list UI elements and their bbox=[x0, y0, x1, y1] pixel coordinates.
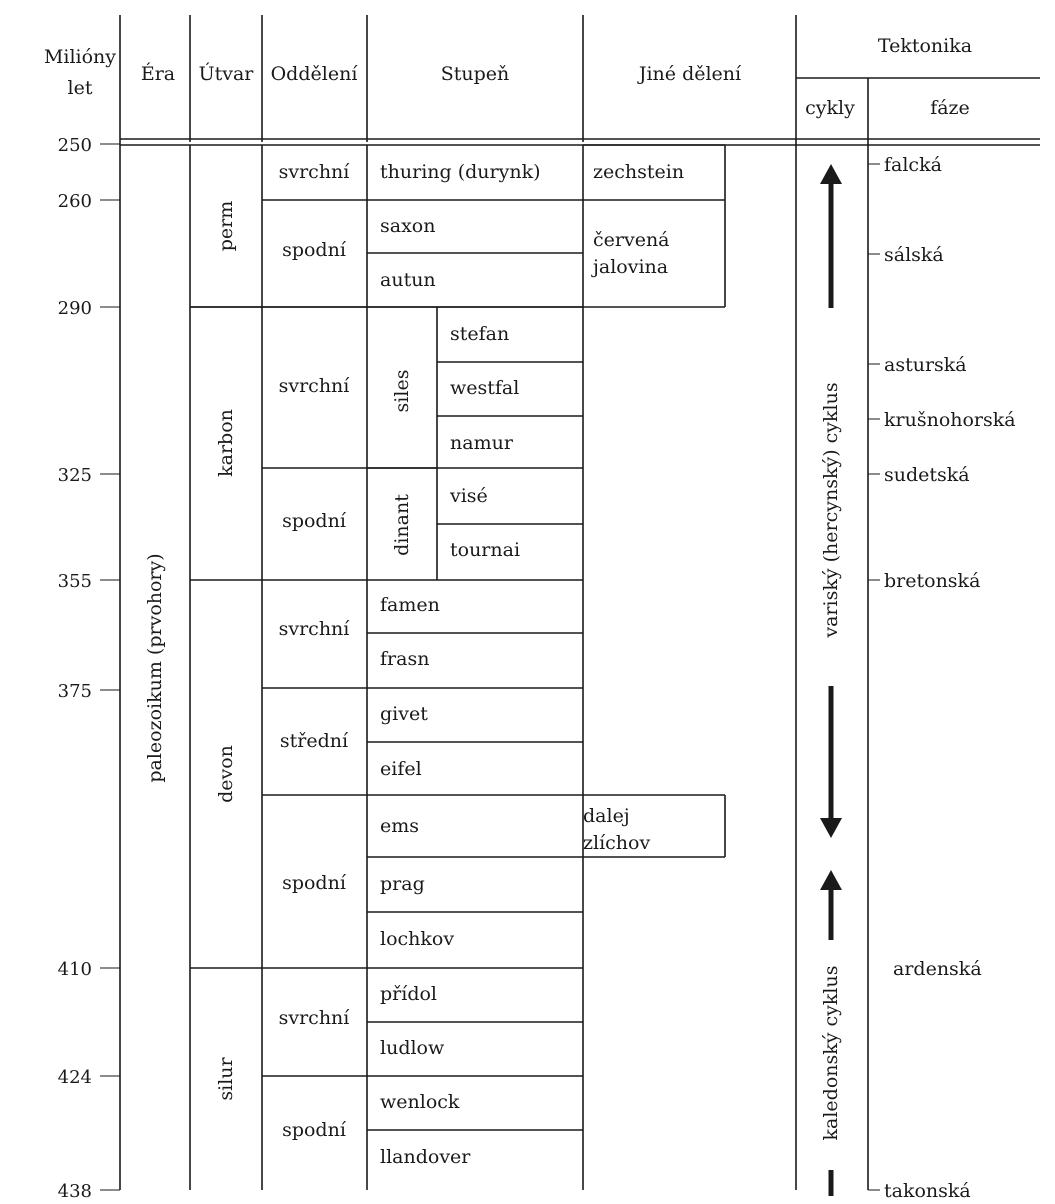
header-let: let bbox=[68, 77, 93, 99]
time-tick-label: 375 bbox=[58, 681, 92, 702]
stupen-label: visé bbox=[449, 485, 488, 507]
time-tick-label: 438 bbox=[58, 1181, 92, 1202]
header-faze: fáze bbox=[930, 97, 970, 119]
time-tick-label: 290 bbox=[58, 298, 92, 319]
arrow-down-icon bbox=[820, 818, 842, 838]
stupen-label: ludlow bbox=[380, 1037, 445, 1059]
oddeleni-label: spodní bbox=[282, 1119, 347, 1141]
utvar-devon: devon bbox=[215, 745, 237, 803]
oddeleni-column: svrchní spodní svrchní spodní svrchní střední… bbox=[279, 161, 351, 1141]
stupen-label: llandover bbox=[380, 1146, 471, 1168]
header-stupen: Stupeň bbox=[441, 63, 510, 85]
faze-label: asturská bbox=[884, 354, 967, 376]
header-era: Éra bbox=[141, 62, 175, 85]
oddeleni-label: střední bbox=[280, 730, 349, 752]
header-grid bbox=[119, 15, 1040, 1190]
stupen-label: wenlock bbox=[380, 1091, 460, 1113]
stupen-label: saxon bbox=[380, 215, 435, 237]
utvar-silur: silur bbox=[215, 1056, 237, 1100]
jine-deleni-label: zlíchov bbox=[583, 832, 650, 854]
jine-deleni-label: jalovina bbox=[591, 256, 668, 278]
stupen-label: eifel bbox=[380, 758, 422, 780]
time-scale: 250 260 290 325 355 375 410 424 438 bbox=[58, 135, 120, 1202]
stupen-label: frasn bbox=[380, 648, 429, 670]
time-tick-label: 424 bbox=[58, 1067, 92, 1088]
stupen-label: stefan bbox=[450, 323, 509, 345]
stupen-label: famen bbox=[380, 594, 440, 616]
stupen-label: tournai bbox=[450, 539, 520, 561]
stupen-label: přídol bbox=[380, 983, 437, 1005]
time-tick-label: 355 bbox=[58, 571, 92, 592]
header-cykly: cykly bbox=[805, 97, 855, 119]
era-column: paleozoikum (prvohory) bbox=[144, 553, 166, 782]
header-miliony: Milióny bbox=[44, 46, 116, 68]
jine-deleni-label: dalej bbox=[583, 805, 630, 827]
header-utvar: Útvar bbox=[199, 62, 255, 85]
stupen-label: prag bbox=[380, 873, 425, 895]
utvar-column: perm karbon devon silur bbox=[215, 201, 237, 1101]
header-tektonika: Tektonika bbox=[878, 35, 972, 57]
stupen-label: lochkov bbox=[380, 928, 454, 950]
pododdeleni-dinant: dinant bbox=[391, 494, 413, 556]
arrow-up-icon bbox=[820, 870, 842, 890]
faze-label: takonská bbox=[884, 1180, 971, 1202]
oddeleni-label: spodní bbox=[282, 872, 347, 894]
stupen-label: namur bbox=[450, 432, 514, 454]
oddeleni-label: svrchní bbox=[279, 1007, 351, 1029]
oddeleni-label: svrchní bbox=[279, 618, 351, 640]
header-oddeleni: Oddělení bbox=[271, 63, 359, 85]
oddeleni-label: spodní bbox=[282, 510, 347, 532]
stupen-label: thuring (durynk) bbox=[380, 161, 541, 183]
faze-label: falcká bbox=[884, 154, 942, 176]
stupen-label: givet bbox=[380, 703, 428, 725]
table-header: Milióny let Éra Útvar Oddělení Stupeň Ji… bbox=[44, 35, 972, 119]
jine-deleni-column: zechstein červená jalovina dalej zlíchov bbox=[583, 161, 684, 854]
time-tick-label: 410 bbox=[58, 959, 92, 980]
header-jine-deleni: Jiné dělení bbox=[637, 63, 742, 85]
stupen-label: ems bbox=[380, 815, 419, 837]
faze-label: bretonská bbox=[884, 570, 980, 592]
time-tick-label: 325 bbox=[58, 465, 92, 486]
stupen-column: thuring (durynk) saxon autun stefan westfal n… bbox=[380, 161, 541, 1168]
stupen-label: autun bbox=[380, 269, 436, 291]
faze-label: sálská bbox=[884, 244, 944, 266]
faze-label: krušnohorská bbox=[884, 409, 1016, 431]
jine-deleni-label: zechstein bbox=[593, 161, 684, 183]
pododdeleni-siles: siles bbox=[391, 370, 413, 413]
time-tick-label: 260 bbox=[58, 191, 92, 212]
cykly-column: variský (hercynský) cyklus kaledonský cyk… bbox=[820, 164, 842, 1196]
arrow-up-icon bbox=[820, 164, 842, 184]
oddeleni-label: spodní bbox=[282, 239, 347, 261]
time-tick-label: 250 bbox=[58, 135, 92, 156]
pododdeleni-column: siles dinant bbox=[391, 370, 413, 556]
cycle-caledonian: kaledonský cyklus bbox=[820, 966, 842, 1141]
oddeleni-label: svrchní bbox=[279, 375, 351, 397]
faze-label: ardenská bbox=[893, 958, 982, 980]
stupen-label: westfal bbox=[450, 377, 519, 399]
table-body-grid bbox=[189, 144, 726, 1190]
utvar-perm: perm bbox=[215, 201, 237, 252]
era-label: paleozoikum (prvohory) bbox=[144, 553, 166, 782]
oddeleni-label: svrchní bbox=[279, 161, 351, 183]
faze-label: sudetská bbox=[884, 464, 970, 486]
cycle-variscan: variský (hercynský) cyklus bbox=[820, 382, 842, 638]
jine-deleni-label: červená bbox=[593, 229, 670, 251]
faze-column: falcká sálská asturská krušnohorská sudetská… bbox=[868, 154, 1016, 1202]
utvar-karbon: karbon bbox=[215, 409, 237, 477]
